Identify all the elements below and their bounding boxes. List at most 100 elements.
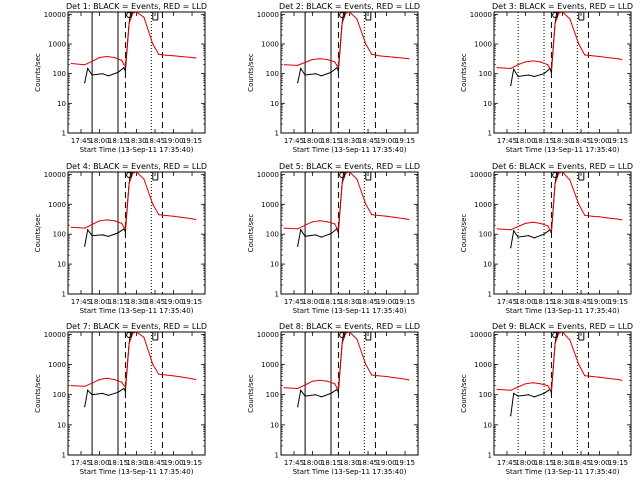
x-tick-label: 18:30 — [552, 459, 572, 467]
series-point-events — [527, 74, 530, 76]
series-point-events — [320, 75, 322, 77]
series-point-lld — [319, 220, 321, 222]
series-group — [70, 12, 197, 84]
series-point-lld — [385, 375, 388, 378]
y-tick-label: 1000 — [261, 41, 279, 49]
series-point-lld — [378, 55, 380, 57]
series-point-lld — [524, 61, 527, 63]
series-group — [496, 172, 623, 249]
series-point-events — [330, 233, 332, 235]
series-point-events — [517, 236, 519, 238]
series-point-lld — [584, 214, 586, 216]
x-tick-label: 18:00 — [515, 298, 535, 306]
series-point-lld — [128, 182, 130, 184]
series-point-lld — [547, 385, 549, 387]
series-point-events — [543, 392, 545, 394]
series-point-lld — [554, 22, 556, 24]
series-point-lld — [345, 332, 347, 334]
x-tick-label: 19:15 — [608, 137, 628, 145]
x-tick-label: 17:45 — [71, 137, 91, 145]
series-point-lld — [123, 64, 125, 66]
series-point-lld — [311, 58, 314, 61]
x-tick-label: 19:15 — [182, 459, 202, 467]
x-tick-label: 18:30 — [552, 298, 572, 306]
series-line-lld — [284, 172, 409, 230]
series-point-events — [297, 245, 299, 247]
series-point-events — [337, 70, 339, 72]
series-line-lld — [284, 12, 409, 68]
series-point-events — [91, 74, 93, 76]
series-point-events — [550, 391, 553, 393]
peak-marker — [126, 172, 133, 178]
series-point-lld — [297, 64, 299, 66]
series-point-lld — [98, 378, 101, 381]
series-point-events — [533, 75, 536, 78]
series-point-events — [330, 392, 332, 394]
x-tick-label: 17:45 — [497, 298, 517, 306]
panel-det-3: Det 3: BLACK = Events, RED = LLD 1 10 100 10… — [460, 2, 633, 154]
x-tick-label: 17:45 — [71, 459, 91, 467]
series-point-events — [101, 392, 104, 394]
series-point-lld — [524, 383, 527, 385]
y-tick-label: 1 — [62, 291, 66, 299]
panel-title: Det 4: BLACK = Events, RED = LLD — [66, 162, 207, 171]
x-tick-label: 18:45 — [571, 298, 591, 306]
x-tick-label: 17:45 — [497, 137, 517, 145]
series-point-lld — [365, 363, 367, 366]
plot-frame — [67, 331, 206, 456]
series-point-lld — [152, 43, 154, 45]
series-point-lld — [539, 61, 541, 63]
series-point-events — [533, 237, 536, 239]
series-point-events — [107, 394, 109, 396]
y-tick-label: 10000 — [44, 331, 66, 339]
x-tick-label: 17:45 — [284, 298, 304, 306]
x-tick-label: 19:15 — [395, 298, 415, 306]
x-tick-label: 18:45 — [145, 298, 165, 306]
series-point-events — [123, 228, 125, 230]
series-point-lld — [524, 222, 527, 224]
series-point-events — [117, 232, 119, 234]
series-point-lld — [510, 389, 512, 391]
series-point-lld — [341, 342, 343, 345]
y-tick-label: 10 — [270, 100, 279, 108]
x-tick-label: 18:15 — [108, 137, 128, 145]
y-tick-label: 1000 — [261, 201, 279, 209]
x-tick-label: 17:45 — [497, 459, 517, 467]
series-point-lld — [569, 339, 571, 341]
x-tick-label: 18:45 — [358, 459, 378, 467]
panel-det-4: Det 4: BLACK = Events, RED = LLD 1 10 100 10… — [34, 162, 207, 315]
x-tick-label: 18:45 — [358, 137, 378, 145]
series-point-lld — [113, 378, 115, 381]
series-point-events — [87, 229, 89, 231]
series-point-lld — [91, 60, 93, 63]
series-point-lld — [158, 373, 160, 375]
y-tick-label: 1000 — [474, 361, 492, 369]
series-group — [283, 332, 410, 408]
panel-det-9: Det 9: BLACK = Events, RED = LLD 1 10 100 10… — [460, 322, 633, 476]
series-point-lld — [297, 228, 299, 230]
peak-marker — [126, 332, 133, 338]
series-point-events — [513, 230, 515, 232]
series-line-lld — [71, 332, 196, 389]
y-tick-label: 100 — [53, 70, 66, 78]
series-point-lld — [539, 383, 541, 385]
x-axis-label: Start Time (13-Sep-11 17:35:40) — [293, 307, 407, 315]
panel-det-6: Det 6: BLACK = Events, RED = LLD 1 10 100 10… — [460, 162, 633, 315]
x-tick-label: 19:00 — [589, 137, 609, 145]
series-point-lld — [517, 386, 519, 388]
y-tick-label: 100 — [266, 391, 279, 399]
series-point-lld — [135, 12, 138, 13]
panel-title: Det 8: BLACK = Events, RED = LLD — [279, 322, 420, 331]
panel-det-5: Det 5: BLACK = Events, RED = LLD 1 10 100 10… — [247, 162, 420, 315]
series-point-lld — [334, 61, 336, 63]
y-tick-label: 10 — [57, 421, 66, 429]
series-point-lld — [283, 387, 285, 389]
series-point-lld — [561, 12, 564, 13]
series-point-lld — [172, 375, 175, 377]
series-point-lld — [337, 228, 339, 230]
plot-frame — [493, 171, 632, 295]
series-point-lld — [124, 227, 126, 229]
series-point-lld — [84, 64, 86, 66]
y-tick-label: 100 — [266, 70, 279, 78]
series-point-events — [123, 387, 125, 390]
